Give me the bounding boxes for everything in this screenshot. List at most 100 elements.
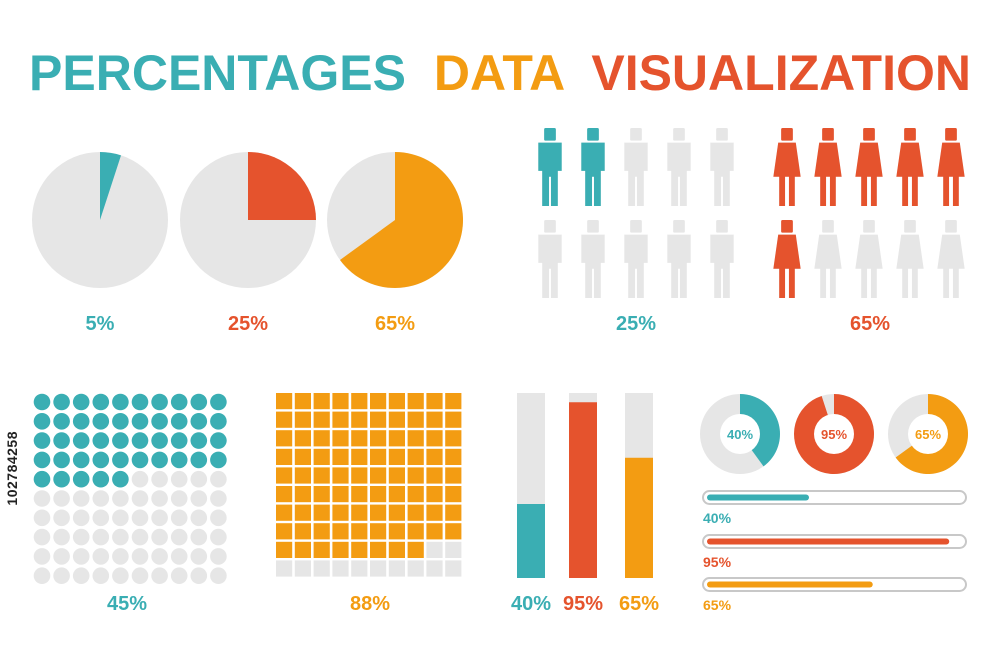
- dot-cell: [170, 548, 188, 565]
- pictograph-value-label: 25%: [616, 313, 656, 335]
- pie-value-label: 25%: [228, 313, 268, 335]
- dot-cell: [72, 451, 90, 469]
- dot-cell: [151, 413, 168, 430]
- dot-cell: [131, 470, 149, 488]
- square-cell: [445, 541, 462, 558]
- dot-cell: [131, 393, 149, 411]
- dot-cell: [33, 470, 51, 488]
- square-cell: [388, 467, 405, 484]
- square-cell: [445, 448, 462, 465]
- square-cell: [445, 523, 462, 540]
- square-cell: [407, 430, 424, 447]
- square-cell: [370, 393, 387, 410]
- dot-cell: [112, 451, 129, 469]
- square-cell: [370, 467, 387, 484]
- square-cell: [370, 411, 387, 428]
- square-cell: [407, 523, 424, 540]
- dot-cell: [72, 432, 90, 449]
- square-cell: [351, 486, 368, 503]
- dot-cell: [131, 509, 149, 527]
- square-cell: [445, 411, 462, 428]
- square-cell: [332, 504, 349, 521]
- man-icon-filled: [581, 128, 605, 206]
- dot-cell: [112, 567, 129, 584]
- square-cell: [294, 504, 311, 521]
- bar-value-label: 95%: [563, 593, 603, 615]
- dot-cell: [53, 490, 70, 507]
- square-cell: [313, 430, 330, 447]
- man-icon: [710, 128, 734, 206]
- dot-cell: [170, 528, 188, 546]
- square-cell: [407, 504, 424, 521]
- dot-cell: [151, 470, 168, 488]
- dot-cell: [170, 432, 188, 449]
- man-pictograph: 25%: [538, 128, 734, 335]
- dot-cell: [92, 548, 110, 565]
- square-cell: [332, 560, 349, 577]
- woman-icon: [937, 220, 965, 298]
- dot-cell: [131, 528, 149, 546]
- square-cell: [351, 430, 368, 447]
- square-cell: [426, 448, 443, 465]
- progress-fill: [707, 494, 809, 501]
- square-cell: [351, 448, 368, 465]
- dot-cell: [33, 490, 51, 507]
- square-cell: [332, 486, 349, 503]
- dot-cell: [112, 393, 129, 411]
- dot-cell: [210, 432, 227, 449]
- dot-cell: [112, 528, 129, 546]
- square-cell: [370, 486, 387, 503]
- dot-cell: [112, 548, 129, 565]
- dot-cell: [33, 528, 51, 546]
- dot-cell: [151, 567, 168, 584]
- square-cell: [294, 430, 311, 447]
- square-cell: [388, 448, 405, 465]
- woman-icon-filled: [773, 220, 801, 298]
- dot-cell: [131, 548, 149, 565]
- square-grid-chart: 88%: [276, 393, 462, 615]
- square-cell: [426, 411, 443, 428]
- square-cell: [294, 448, 311, 465]
- square-cell: [332, 430, 349, 447]
- dot-cell: [33, 393, 51, 411]
- dot-cell: [33, 451, 51, 469]
- dot-cell: [72, 509, 90, 527]
- dot-grid-chart: 45%: [33, 393, 227, 615]
- dot-cell: [33, 567, 51, 584]
- dot-cell: [190, 528, 208, 546]
- dot-cell: [33, 413, 51, 430]
- dot-cell: [53, 432, 70, 449]
- woman-icon: [814, 220, 842, 298]
- square-cell: [294, 560, 311, 577]
- man-icon: [581, 220, 605, 298]
- bar-value-label: 65%: [619, 593, 659, 615]
- square-cell: [445, 504, 462, 521]
- woman-icon-filled: [773, 128, 801, 206]
- dot-cell: [170, 413, 188, 430]
- woman-icon-filled: [855, 128, 883, 206]
- square-cell: [313, 448, 330, 465]
- dot-cell: [53, 509, 70, 527]
- dot-cell: [53, 393, 70, 411]
- progress-bars: 40% 95% 65%: [702, 490, 967, 613]
- dot-cell: [92, 432, 110, 449]
- square-cell: [294, 486, 311, 503]
- dot-cell: [170, 567, 188, 584]
- square-cell: [313, 560, 330, 577]
- square-cell: [332, 523, 349, 540]
- square-cell: [388, 430, 405, 447]
- dot-cell: [92, 451, 110, 469]
- woman-icon: [855, 220, 883, 298]
- dot-cell: [33, 548, 51, 565]
- square-cell: [351, 467, 368, 484]
- square-cell: [445, 393, 462, 410]
- woman-pictograph: 65%: [773, 128, 965, 335]
- donut-hole: [814, 414, 854, 454]
- square-cell: [276, 411, 293, 428]
- square-cell: [407, 541, 424, 558]
- dot-cell: [151, 548, 168, 565]
- square-cell: [351, 504, 368, 521]
- square-grid-value-label: 88%: [350, 593, 390, 615]
- square-cell: [313, 523, 330, 540]
- dot-cell: [72, 548, 90, 565]
